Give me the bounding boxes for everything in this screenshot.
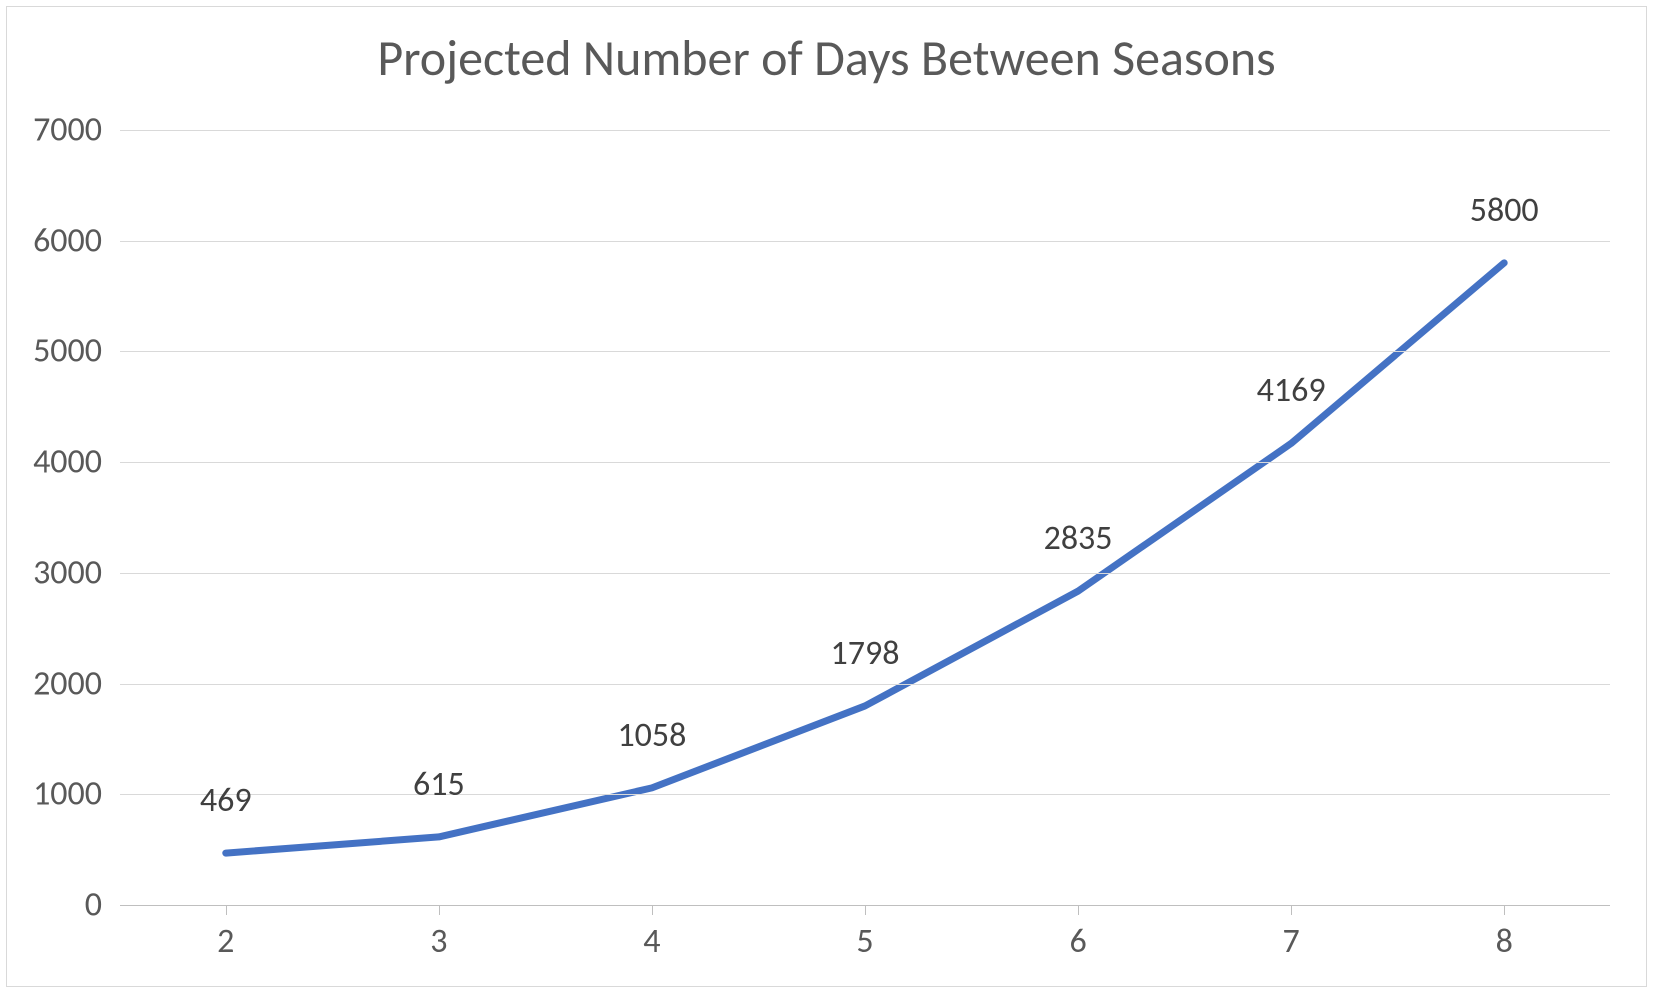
y-tick-label: 7000 xyxy=(33,110,102,151)
gridline xyxy=(120,794,1610,795)
x-tick-label: 4 xyxy=(643,921,660,962)
x-tick-label: 7 xyxy=(1283,921,1300,962)
data-label: 1798 xyxy=(831,633,900,674)
y-tick-label: 1000 xyxy=(33,774,102,815)
x-tick-mark xyxy=(865,905,866,915)
chart-line-svg xyxy=(120,130,1610,905)
chart-title: Projected Number of Days Between Seasons xyxy=(0,28,1653,89)
x-tick-label: 3 xyxy=(430,921,447,962)
gridline xyxy=(120,130,1610,131)
y-tick-label: 4000 xyxy=(33,442,102,483)
x-tick-mark xyxy=(652,905,653,915)
x-tick-mark xyxy=(226,905,227,915)
y-tick-label: 6000 xyxy=(33,220,102,261)
x-tick-label: 2 xyxy=(217,921,234,962)
gridline xyxy=(120,351,1610,352)
y-tick-label: 3000 xyxy=(33,552,102,593)
y-tick-label: 5000 xyxy=(33,331,102,372)
data-label: 5800 xyxy=(1470,190,1539,231)
y-tick-label: 0 xyxy=(85,885,102,926)
plot-area: 0100020003000400050006000700023456784696… xyxy=(120,130,1610,905)
x-tick-mark xyxy=(1291,905,1292,915)
data-label: 615 xyxy=(413,764,465,805)
chart-container: Projected Number of Days Between Seasons… xyxy=(0,0,1653,993)
x-tick-label: 8 xyxy=(1496,921,1513,962)
x-tick-mark xyxy=(1078,905,1079,915)
gridline xyxy=(120,241,1610,242)
x-tick-label: 5 xyxy=(856,921,873,962)
gridline xyxy=(120,573,1610,574)
gridline xyxy=(120,684,1610,685)
data-label: 2835 xyxy=(1044,518,1113,559)
y-tick-label: 2000 xyxy=(33,663,102,704)
x-tick-mark xyxy=(439,905,440,915)
x-tick-label: 6 xyxy=(1069,921,1086,962)
data-label: 4169 xyxy=(1257,370,1326,411)
x-tick-mark xyxy=(1504,905,1505,915)
data-label: 1058 xyxy=(617,715,686,756)
gridline xyxy=(120,462,1610,463)
data-label: 469 xyxy=(200,780,252,821)
